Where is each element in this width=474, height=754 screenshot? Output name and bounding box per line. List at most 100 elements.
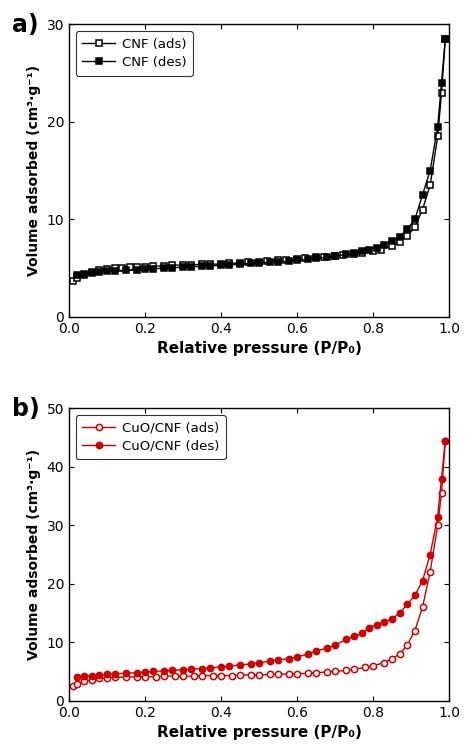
CuO/CNF (des) bbox=[438, 474, 444, 483]
CuO/CNF (ads) bbox=[419, 602, 425, 611]
CNF (ads) bbox=[412, 222, 418, 231]
CNF (ads) bbox=[404, 231, 410, 241]
Legend: CNF (ads), CNF (des): CNF (ads), CNF (des) bbox=[75, 31, 193, 75]
CNF (des) bbox=[89, 268, 95, 277]
CNF (des) bbox=[435, 122, 440, 131]
Text: b): b) bbox=[12, 397, 40, 421]
CNF (ads) bbox=[207, 259, 212, 268]
CNF (ads) bbox=[161, 262, 167, 271]
CNF (ads) bbox=[150, 262, 155, 271]
CNF (des) bbox=[332, 252, 338, 261]
CNF (des) bbox=[256, 259, 262, 268]
CNF (des) bbox=[199, 262, 205, 271]
CuO/CNF (ads) bbox=[442, 436, 448, 445]
CuO/CNF (des) bbox=[268, 657, 273, 666]
CuO/CNF (ads) bbox=[191, 672, 197, 681]
CuO/CNF (des) bbox=[332, 641, 338, 650]
CNF (des) bbox=[306, 255, 311, 264]
CuO/CNF (des) bbox=[427, 550, 433, 559]
CNF (des) bbox=[359, 247, 365, 256]
CNF (ads) bbox=[370, 247, 376, 256]
CNF (ads) bbox=[302, 254, 308, 263]
CNF (des) bbox=[237, 259, 243, 268]
CuO/CNF (ads) bbox=[74, 679, 80, 688]
CNF (ads) bbox=[89, 268, 95, 277]
CuO/CNF (des) bbox=[306, 649, 311, 658]
CuO/CNF (ads) bbox=[412, 626, 418, 635]
CuO/CNF (ads) bbox=[135, 673, 140, 682]
CNF (ads) bbox=[135, 262, 140, 271]
Line: CuO/CNF (ads): CuO/CNF (ads) bbox=[70, 437, 448, 689]
CuO/CNF (ads) bbox=[332, 667, 338, 676]
CuO/CNF (des) bbox=[142, 667, 148, 676]
CNF (ads) bbox=[438, 88, 444, 97]
CNF (ads) bbox=[313, 253, 319, 262]
CNF (ads) bbox=[340, 251, 346, 260]
CNF (ads) bbox=[332, 252, 338, 261]
CNF (des) bbox=[294, 256, 300, 265]
CNF (des) bbox=[438, 78, 444, 87]
CNF (ads) bbox=[70, 276, 76, 285]
CuO/CNF (ads) bbox=[104, 673, 110, 682]
CuO/CNF (des) bbox=[97, 670, 102, 679]
CNF (ads) bbox=[245, 258, 250, 267]
CuO/CNF (des) bbox=[188, 664, 193, 673]
CuO/CNF (des) bbox=[248, 659, 254, 668]
CuO/CNF (ads) bbox=[199, 671, 205, 680]
CuO/CNF (ads) bbox=[370, 661, 376, 670]
CNF (des) bbox=[374, 243, 380, 252]
CNF (ads) bbox=[74, 273, 80, 282]
CuO/CNF (des) bbox=[256, 658, 262, 667]
CuO/CNF (des) bbox=[412, 591, 418, 600]
CuO/CNF (ads) bbox=[287, 670, 292, 679]
CuO/CNF (des) bbox=[161, 667, 167, 676]
CNF (des) bbox=[382, 240, 387, 249]
CuO/CNF (ads) bbox=[435, 521, 440, 530]
CNF (des) bbox=[123, 265, 129, 274]
CuO/CNF (des) bbox=[359, 629, 365, 638]
CuO/CNF (des) bbox=[169, 666, 174, 675]
CNF (ads) bbox=[294, 255, 300, 264]
CNF (ads) bbox=[169, 261, 174, 270]
CuO/CNF (des) bbox=[397, 608, 402, 618]
CuO/CNF (ads) bbox=[82, 677, 87, 686]
CNF (ads) bbox=[256, 258, 262, 267]
Line: CNF (des): CNF (des) bbox=[73, 36, 448, 278]
CNF (ads) bbox=[237, 259, 243, 268]
CNF (des) bbox=[218, 261, 224, 270]
CNF (des) bbox=[366, 245, 372, 254]
CuO/CNF (ads) bbox=[344, 666, 349, 675]
CNF (des) bbox=[397, 232, 402, 241]
CNF (ads) bbox=[378, 245, 383, 254]
CuO/CNF (des) bbox=[344, 635, 349, 644]
CuO/CNF (ads) bbox=[218, 671, 224, 680]
CuO/CNF (des) bbox=[419, 576, 425, 585]
CuO/CNF (ads) bbox=[180, 672, 186, 681]
CNF (ads) bbox=[321, 253, 327, 262]
Y-axis label: Volume adsorbed (cm³·g⁻¹): Volume adsorbed (cm³·g⁻¹) bbox=[27, 65, 41, 276]
CuO/CNF (des) bbox=[207, 664, 212, 673]
X-axis label: Relative pressure (P/P₀): Relative pressure (P/P₀) bbox=[156, 341, 362, 356]
CuO/CNF (des) bbox=[366, 623, 372, 632]
CNF (ads) bbox=[188, 261, 193, 270]
CNF (des) bbox=[412, 215, 418, 224]
CNF (des) bbox=[142, 265, 148, 274]
CNF (des) bbox=[82, 269, 87, 278]
CuO/CNF (des) bbox=[180, 665, 186, 674]
CuO/CNF (des) bbox=[104, 670, 110, 679]
CuO/CNF (des) bbox=[218, 662, 224, 671]
CNF (ads) bbox=[351, 250, 357, 259]
CuO/CNF (ads) bbox=[237, 670, 243, 679]
CNF (des) bbox=[427, 166, 433, 175]
CuO/CNF (des) bbox=[275, 655, 281, 664]
CuO/CNF (des) bbox=[74, 673, 80, 682]
CNF (ads) bbox=[82, 271, 87, 280]
CNF (des) bbox=[74, 271, 80, 280]
CuO/CNF (ads) bbox=[404, 641, 410, 650]
CuO/CNF (ads) bbox=[142, 673, 148, 682]
CuO/CNF (des) bbox=[313, 646, 319, 655]
CNF (ads) bbox=[180, 261, 186, 270]
CNF (ads) bbox=[119, 263, 125, 272]
CNF (ads) bbox=[419, 205, 425, 214]
CNF (des) bbox=[104, 266, 110, 275]
